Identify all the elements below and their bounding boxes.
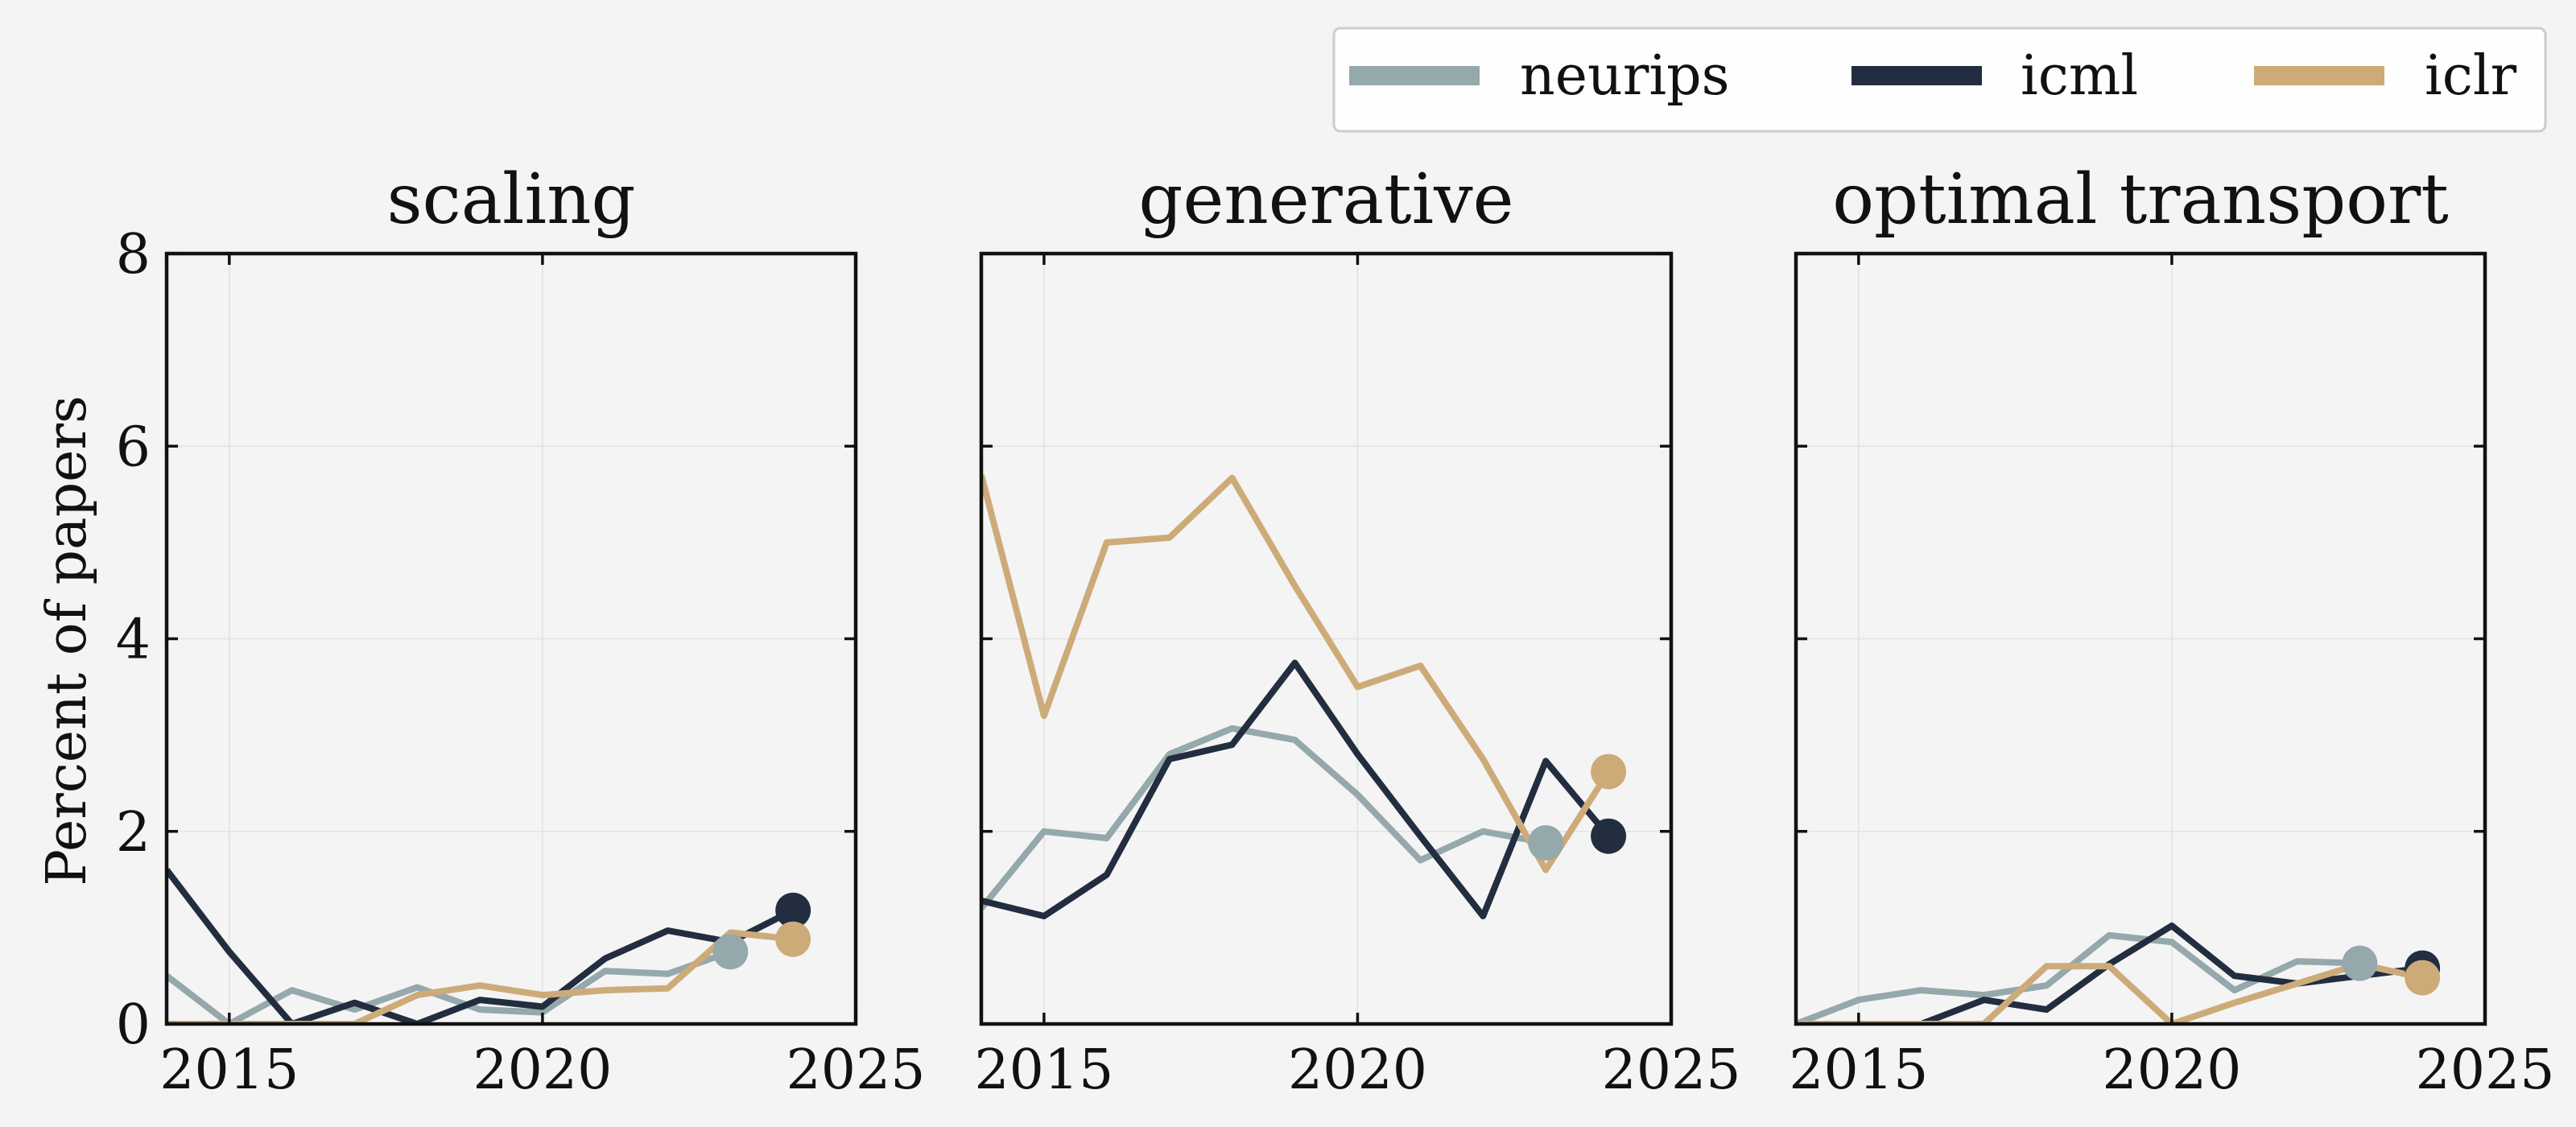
y-tick-label: 6 (116, 415, 151, 479)
series-line-iclr (167, 929, 794, 1024)
series-line-iclr (1796, 960, 2424, 1024)
panel-optimal-transport: 2015 2020 2025 optimal transport (1789, 159, 2554, 1102)
end-marker-iclr (1591, 753, 1627, 790)
end-marker-iclr (775, 921, 811, 957)
series-lines (981, 474, 1612, 919)
end-marker-icml (775, 892, 811, 928)
end-marker-neurips (1528, 825, 1564, 861)
end-marker-iclr (2405, 960, 2441, 996)
series-line-icml (981, 659, 1612, 919)
y-tick-label: 8 (116, 223, 151, 287)
x-tick-label: 2025 (1601, 1038, 1740, 1102)
y-tick-label: 0 (116, 993, 151, 1057)
series-line-iclr (981, 474, 1612, 873)
y-axis-label: Percent of papers (35, 395, 99, 886)
series-line-neurips (1796, 931, 2360, 1024)
panel-title: generative (1138, 159, 1513, 240)
end-marker-icml (1591, 818, 1627, 854)
panel-title: optimal transport (1832, 159, 2449, 240)
end-marker-neurips (712, 934, 749, 970)
series-line-icml (167, 868, 795, 1024)
x-tick-label: 2020 (473, 1038, 612, 1102)
x-tick-label: 2025 (2415, 1038, 2554, 1102)
series-lines (1796, 923, 2424, 1024)
x-tick-label: 2015 (1789, 1038, 1928, 1102)
x-tick-label: 2020 (1288, 1038, 1427, 1102)
legend-label-iclr: iclr (2425, 44, 2517, 108)
x-tick-label: 2020 (2102, 1038, 2241, 1102)
series-line-neurips (981, 724, 1546, 911)
legend-label-icml: icml (2021, 44, 2138, 108)
x-tick-label: 2025 (786, 1038, 925, 1102)
y-tick-label: 2 (116, 801, 151, 865)
legend-label-neurips: neurips (1520, 44, 1730, 108)
y-tick-label: 4 (116, 609, 151, 672)
end-marker-neurips (2342, 945, 2378, 981)
panel-title: scaling (386, 159, 635, 240)
series-lines (167, 868, 795, 1024)
x-tick-label: 2015 (974, 1038, 1113, 1102)
legend: neurips icml iclr (1332, 27, 2547, 133)
panel-generative: 2015 2020 2025 generative (974, 159, 1740, 1102)
panel-scaling: 2015 2020 2025 0 2 4 6 8 scaling (116, 159, 926, 1102)
x-tick-label: 2015 (159, 1038, 299, 1102)
series-line-neurips (167, 948, 732, 1024)
